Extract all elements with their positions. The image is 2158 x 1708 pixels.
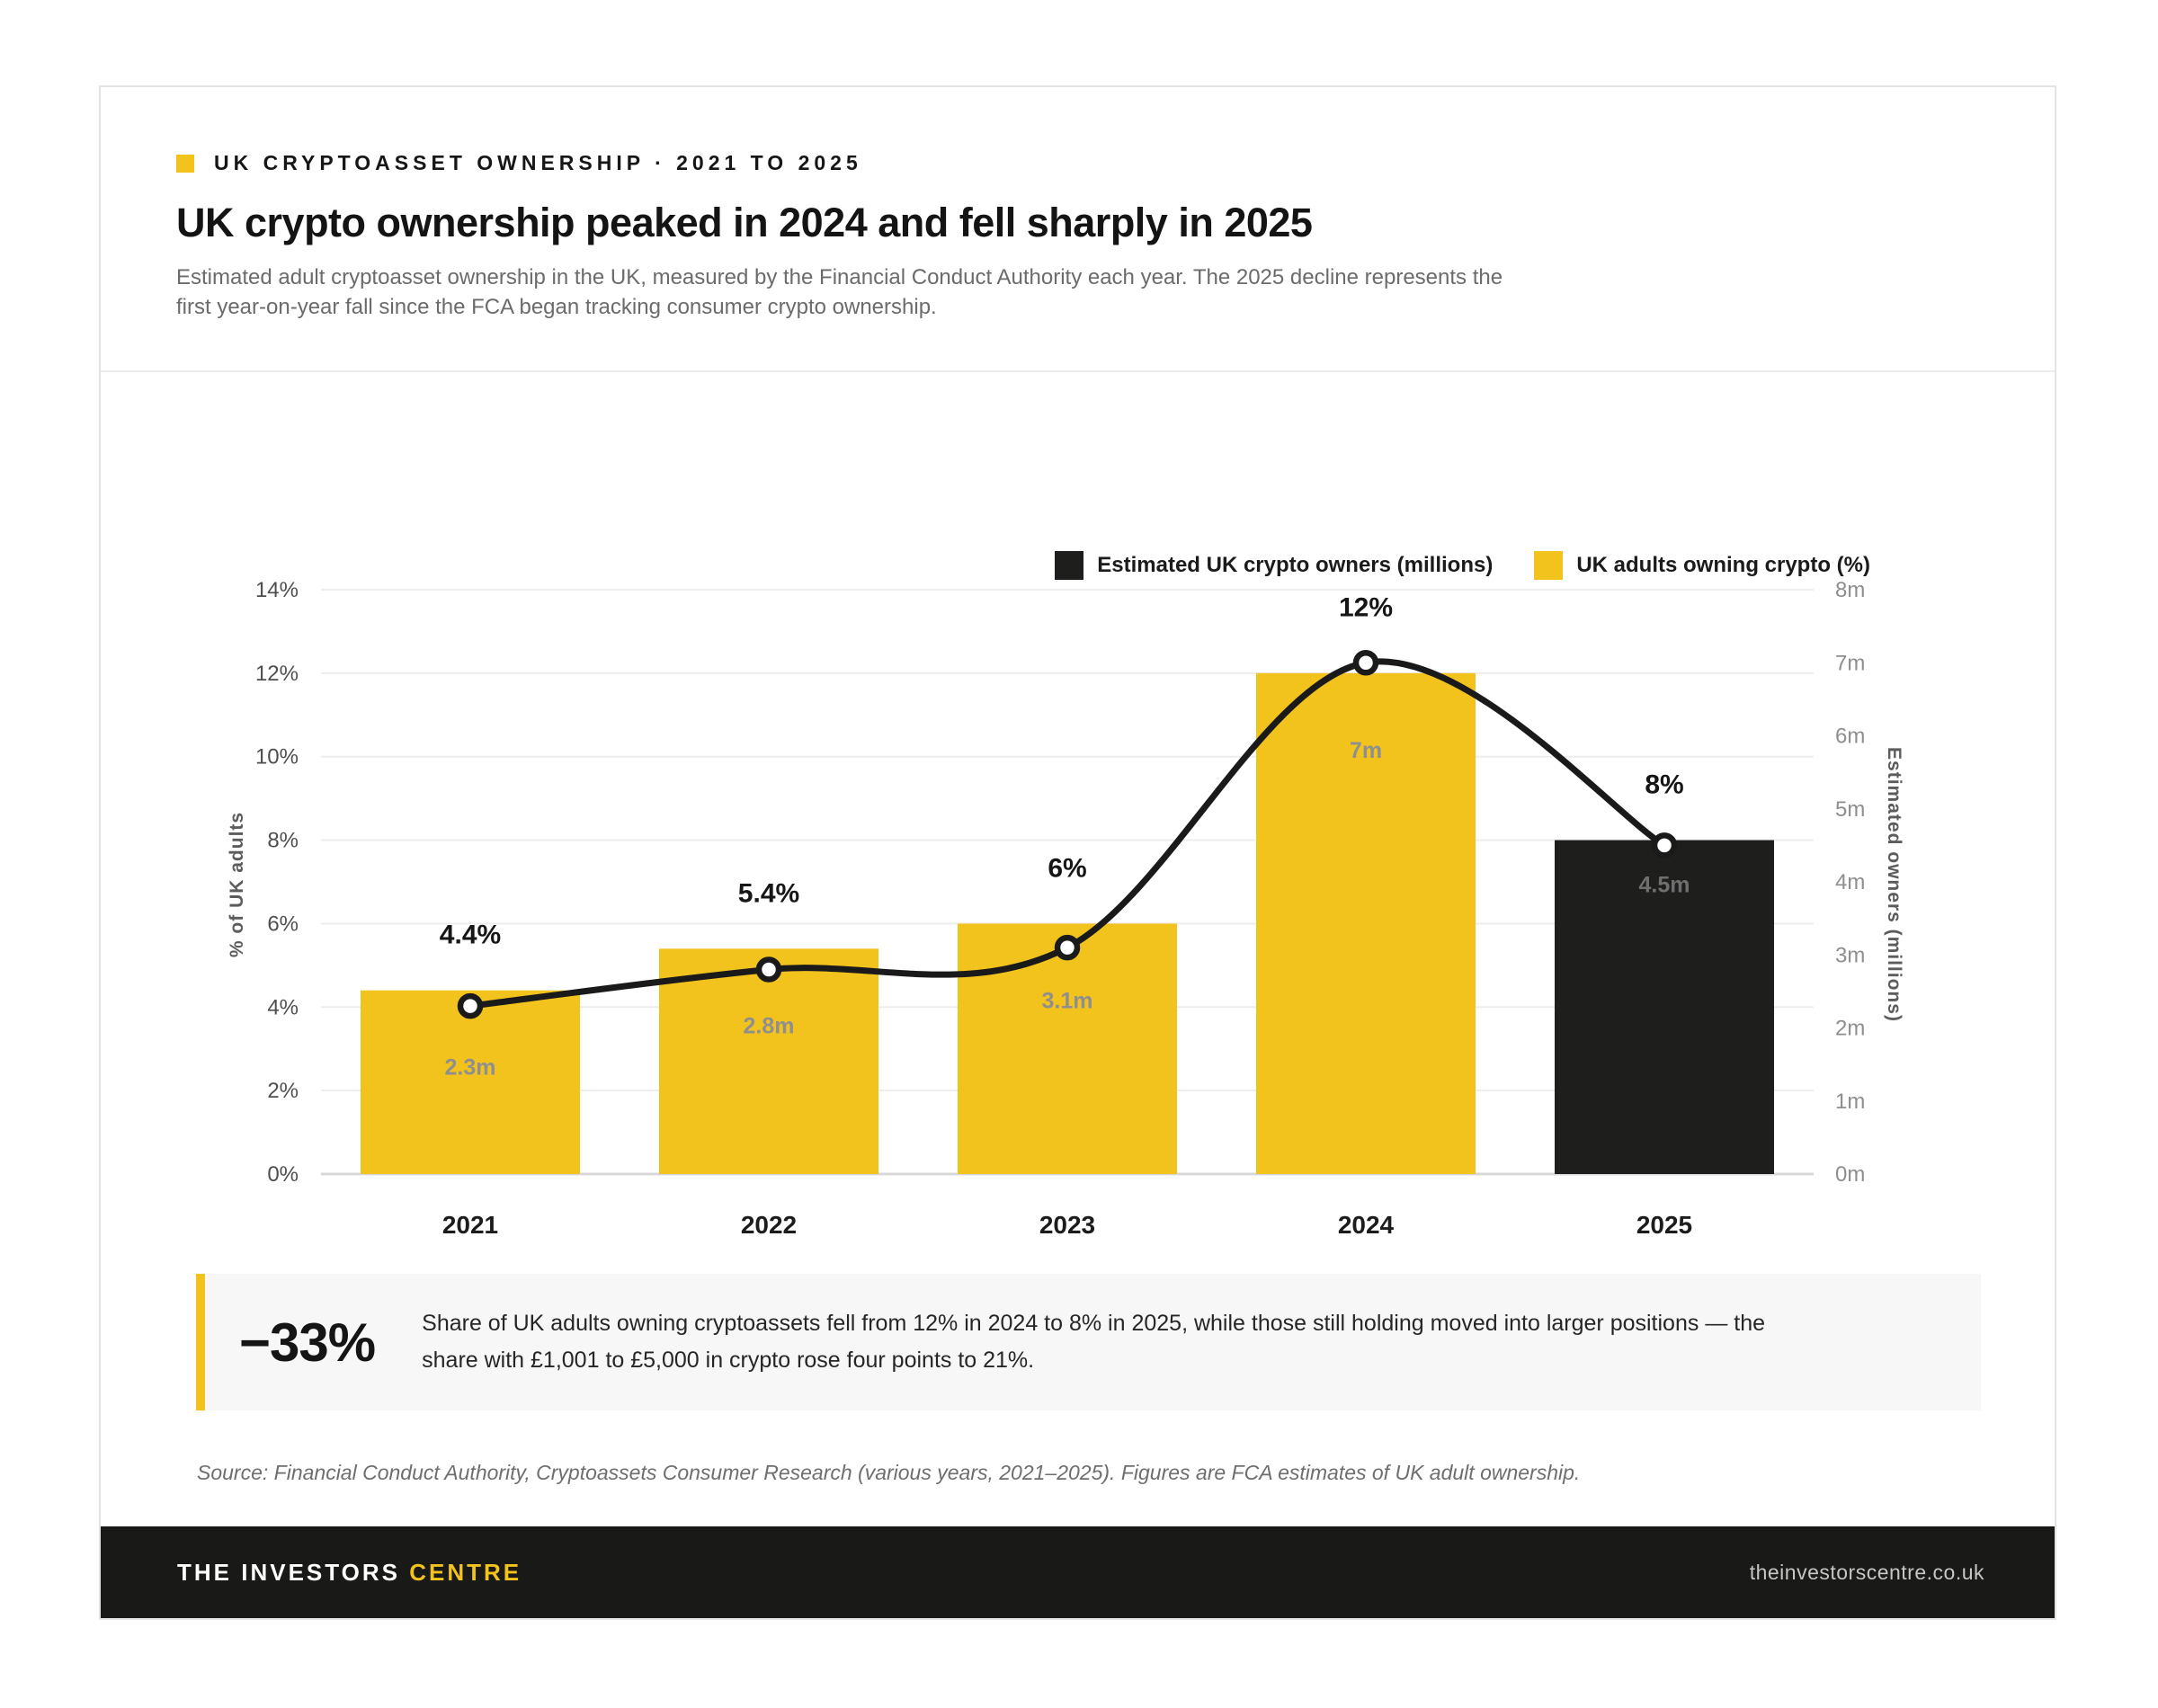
- year-label-2023: 2023: [1039, 1211, 1095, 1239]
- right-axis-title: Estimated owners (millions): [1884, 747, 1904, 1022]
- line-point-2022: [755, 956, 782, 983]
- line-point-2024: [1352, 650, 1379, 676]
- legend-item-owners: Estimated UK crypto owners (millions): [1055, 551, 1493, 580]
- page-subtitle: Estimated adult cryptoasset ownership in…: [176, 265, 1503, 319]
- infographic-card: UK CRYPTOASSET OWNERSHIP · 2021 TO 2025 …: [99, 85, 2056, 1620]
- owners-label-2022: 2.8m: [744, 1013, 795, 1038]
- left-axis-tick-6%: 6%: [267, 912, 299, 936]
- callout-panel: −33% Share of UK adults owning cryptoass…: [196, 1274, 1981, 1410]
- chart-section: 0% 2% 4% 6% 8% 10% 12% 14% 0m 1m 2m 3m 4m 5m 6m 7m 8m % o…: [101, 372, 2055, 1271]
- callout-text: Share of UK adults owning cryptoassets f…: [422, 1311, 1766, 1373]
- footer-url[interactable]: theinvestorscentre.co.uk: [1749, 1560, 1984, 1584]
- legend-item-share: UK adults owning crypto (%): [1534, 551, 1870, 580]
- right-axis-tick-8m: 8m: [1835, 578, 1865, 602]
- bar-2022: [659, 948, 878, 1174]
- left-axis-tick-0%: 0%: [267, 1162, 299, 1187]
- line-point-2025: [1651, 832, 1678, 858]
- ownership-chart: 0% 2% 4% 6% 8% 10% 12% 14% 0m 1m 2m 3m 4m 5m 6m 7m 8m % o…: [227, 578, 1904, 1239]
- year-label-2024: 2024: [1338, 1211, 1395, 1239]
- header: UK CRYPTOASSET OWNERSHIP · 2021 TO 2025 …: [101, 87, 2055, 372]
- bar-2024: [1256, 672, 1476, 1174]
- right-axis-tick-1m: 1m: [1835, 1090, 1865, 1114]
- bar-2023: [958, 923, 1177, 1174]
- bar-2021: [361, 990, 580, 1174]
- chart-legend: Estimated UK crypto owners (millions) UK…: [1055, 551, 1870, 580]
- legend-swatch-share: [1534, 551, 1564, 580]
- right-axis-tick-6m: 6m: [1835, 725, 1865, 749]
- pct-label-2023: 6%: [1048, 853, 1086, 883]
- pct-label-2021: 4.4%: [440, 921, 501, 950]
- left-axis-title: % of UK adults: [227, 812, 247, 957]
- year-label-2022: 2022: [741, 1211, 797, 1239]
- pct-label-2024: 12%: [1339, 592, 1393, 622]
- brand-accent: CENTRE: [409, 1558, 522, 1586]
- line-point-2021: [457, 992, 484, 1019]
- legend-swatch-owners: [1055, 551, 1084, 580]
- owners-label-2023: 3.1m: [1042, 988, 1093, 1013]
- pct-label-2022: 5.4%: [738, 878, 799, 908]
- owners-line: [467, 658, 1668, 1010]
- pct-label-2025: 8%: [1645, 770, 1683, 800]
- source-note: Source: Financial Conduct Authority, Cry…: [197, 1461, 1581, 1484]
- left-axis-tick-14%: 14%: [255, 578, 299, 602]
- owners-label-2025: 4.5m: [1639, 873, 1690, 898]
- kicker-row: UK CRYPTOASSET OWNERSHIP · 2021 TO 2025: [176, 151, 1979, 175]
- bar-2025: [1555, 840, 1774, 1174]
- line-point-2023: [1054, 934, 1081, 961]
- year-label-2025: 2025: [1636, 1211, 1692, 1239]
- right-axis-tick-2m: 2m: [1835, 1017, 1865, 1041]
- legend-label-share: UK adults owning crypto (%): [1576, 553, 1870, 577]
- owners-label-2021: 2.3m: [445, 1055, 496, 1081]
- kicker: UK CRYPTOASSET OWNERSHIP · 2021 TO 2025: [214, 151, 862, 174]
- right-axis-tick-0m: 0m: [1835, 1162, 1865, 1187]
- left-axis-tick-10%: 10%: [255, 745, 299, 769]
- right-axis-tick-7m: 7m: [1835, 651, 1865, 675]
- left-axis-tick-2%: 2%: [267, 1079, 299, 1103]
- right-axis-tick-4m: 4m: [1835, 870, 1865, 894]
- left-axis-tick-4%: 4%: [267, 995, 299, 1019]
- brand-name: THE INVESTORS: [177, 1558, 401, 1586]
- left-axis-tick-12%: 12%: [255, 662, 299, 686]
- brand-logo: THE INVESTORS CENTRE: [177, 1559, 522, 1587]
- year-label-2021: 2021: [442, 1211, 498, 1239]
- left-axis-tick-8%: 8%: [267, 829, 299, 853]
- right-axis-tick-5m: 5m: [1835, 797, 1865, 822]
- kicker-square-icon: [176, 154, 194, 173]
- page-title: UK crypto ownership peaked in 2024 and f…: [176, 200, 1313, 245]
- legend-label-owners: Estimated UK crypto owners (millions): [1097, 553, 1494, 577]
- right-axis-tick-3m: 3m: [1835, 943, 1865, 967]
- callout-stat: −33%: [239, 1312, 376, 1373]
- owners-label-2024: 7m: [1350, 738, 1382, 763]
- footer-bar: THE INVESTORS CENTRE theinvestorscentre.…: [101, 1526, 2055, 1618]
